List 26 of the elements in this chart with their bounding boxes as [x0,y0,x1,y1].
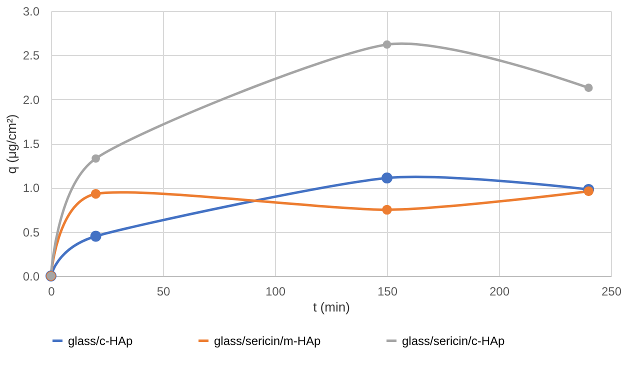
x-tick-label: 150 [377,284,398,298]
point [382,172,392,184]
legend-label: glass/c-HAp [68,334,134,348]
x-tick-label: 250 [601,284,622,298]
point [90,230,102,242]
x-tick-label: 50 [156,284,170,298]
y-tick-label: 1.5 [22,137,40,151]
point [382,204,392,215]
point [584,84,593,92]
point [92,154,100,163]
y-tick-label: 0.5 [22,225,40,240]
legend-label: glass/sericin/m-HAp [214,334,322,348]
x-axis-title: t (min) [313,300,350,314]
y-tick-label: 3.0 [22,4,40,18]
y-tick-label: 2.0 [22,92,40,107]
legend-label: glass/sericin/c-HAp [402,334,506,348]
point [584,186,594,196]
y-tick-label: 2.5 [22,48,40,63]
x-tick-label: 200 [489,284,510,298]
x-tick-label: 0 [48,284,56,298]
y-axis-title: q (μg/cm²) [4,114,19,174]
point [382,40,392,49]
x-tick-label: 100 [265,284,286,298]
y-tick-label: 1.0 [22,181,40,196]
y-tick-label: 0.0 [22,270,40,284]
point [90,188,101,199]
